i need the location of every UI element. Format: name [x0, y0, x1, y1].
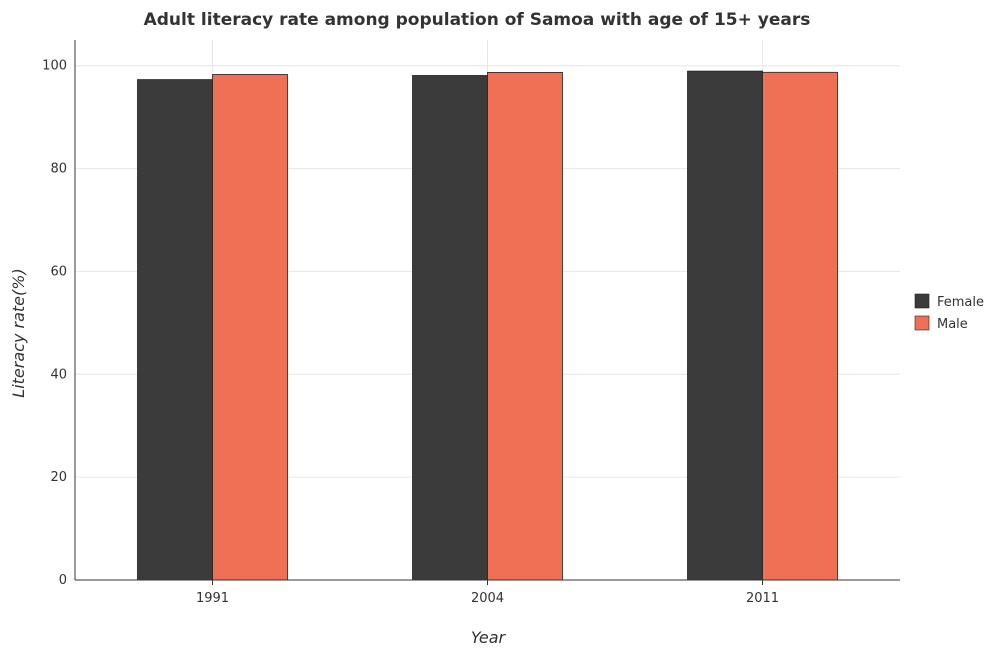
bars-layer	[137, 70, 838, 581]
legend-swatch-male	[914, 315, 930, 331]
y-tick-label: 20	[50, 470, 67, 485]
legend-label-male: Male	[937, 317, 968, 332]
y-tick-label: 60	[50, 264, 67, 279]
legend-swatch-female	[914, 293, 930, 309]
x-tick-label: 2011	[746, 591, 779, 606]
bar-female-1991	[137, 79, 213, 581]
bar-male-1991	[212, 74, 288, 581]
x-tick-label: 1991	[196, 591, 229, 606]
chart-title: Adult literacy rate among population of …	[144, 10, 811, 30]
y-tick-label: 100	[42, 59, 67, 74]
y-tick-label: 40	[50, 367, 67, 382]
legend: Female Male	[914, 293, 984, 332]
y-axis-label: Literacy rate(%)	[9, 268, 28, 397]
bar-male-2004	[487, 72, 563, 581]
axes-layer: 0 20 40 60 80 100 1991 2004 2011	[42, 40, 900, 606]
bar-male-2011	[762, 71, 838, 581]
bar-female-2004	[412, 75, 488, 581]
y-tick-label: 0	[59, 573, 67, 588]
legend-label-female: Female	[937, 295, 984, 310]
bar-female-2011	[687, 70, 763, 581]
y-tick-label: 80	[50, 162, 67, 177]
x-tick-label: 2004	[471, 591, 504, 606]
x-axis-label: Year	[471, 628, 507, 647]
